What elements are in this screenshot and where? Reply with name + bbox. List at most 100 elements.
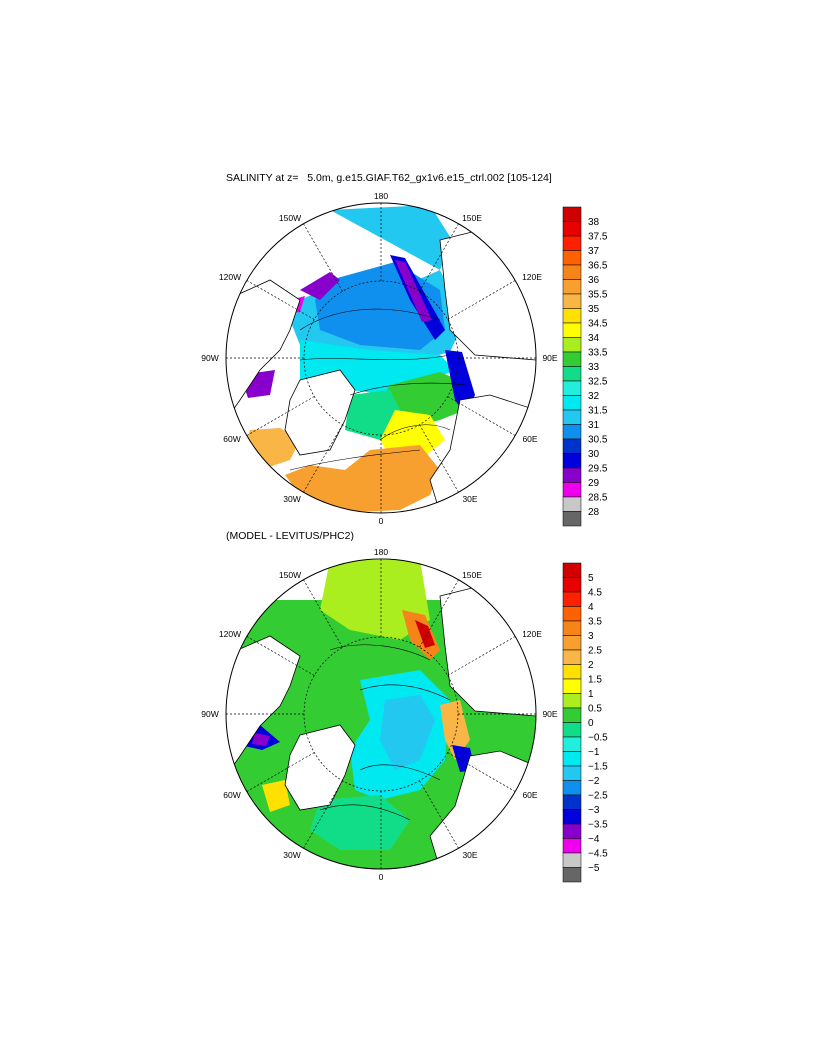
contour-line <box>329 644 431 661</box>
difference-field-minus-0-5 <box>310 795 410 850</box>
contour-line <box>319 804 411 821</box>
colorbar-swatch <box>562 707 582 723</box>
colorbar-label: −3 <box>588 805 600 816</box>
colorbar-swatch <box>562 867 582 883</box>
colorbar-label: 29.5 <box>588 464 608 475</box>
colorbar-swatch <box>562 736 582 752</box>
difference-map: 180 150E 120E 90E 60E 30E 0 30W 60W 90W … <box>201 547 608 883</box>
colorbar-swatch <box>562 482 582 498</box>
colorbar-label: −1 <box>588 747 600 758</box>
colorbar-swatch <box>562 409 582 425</box>
colorbar-swatch <box>562 496 582 512</box>
colorbar-swatch <box>562 221 582 237</box>
contour-line <box>299 354 451 361</box>
colorbar-label: 34.5 <box>588 319 608 330</box>
colorbar-label: 32.5 <box>588 377 608 388</box>
colorbar-swatch <box>562 664 582 680</box>
colorbar-label: 28 <box>588 507 600 518</box>
colorbar-swatch <box>562 511 582 527</box>
land-greenland <box>284 369 356 456</box>
colorbar-swatch <box>562 751 582 767</box>
lon-label-30w: 30W <box>283 494 300 504</box>
lon-label-0: 0 <box>379 516 384 526</box>
difference-field-kara <box>440 700 470 760</box>
map-title-salinity: SALINITY at z= 5.0m, g.e15.GIAF.T62_gx1v… <box>226 172 552 184</box>
colorbar-swatch <box>562 635 582 651</box>
colorbar-swatch <box>562 649 582 665</box>
colorbar-label: 36 <box>588 275 600 286</box>
contour-line <box>299 308 441 331</box>
colorbar-swatch <box>562 606 582 622</box>
salinity-field-35 <box>285 445 440 512</box>
lon-label-60w: 60W <box>223 790 240 800</box>
lon-label-30e: 30E <box>462 850 477 860</box>
colorbar-swatch <box>562 467 582 483</box>
salinity-field-lena-core <box>395 260 432 322</box>
colorbar-swatch <box>562 780 582 796</box>
colorbar-swatch <box>562 794 582 810</box>
lon-label-60e: 60E <box>522 434 537 444</box>
salinity-map: 180 150E 120E 90E 60E 30E 0 30W 60W 90W … <box>201 191 608 527</box>
colorbar-label: 0.5 <box>588 704 602 715</box>
colorbar-label: 31 <box>588 420 600 431</box>
contour-line <box>359 764 441 781</box>
salinity-field-mackenzie <box>300 272 340 300</box>
colorbar-swatch <box>562 308 582 324</box>
colorbar-swatch <box>562 693 582 709</box>
map-boundary <box>225 558 537 870</box>
colorbar-label: −4 <box>588 834 600 845</box>
colorbar-swatch <box>562 852 582 868</box>
colorbar-swatch <box>562 809 582 825</box>
colorbar-swatch <box>562 562 582 578</box>
lon-label-150w: 150W <box>279 213 301 223</box>
difference-field-minus-1-5 <box>380 695 435 770</box>
colorbar-swatch <box>562 823 582 839</box>
colorbar-label: 3.5 <box>588 617 602 628</box>
colorbar-swatch <box>562 337 582 353</box>
colorbar-label: 31.5 <box>588 406 608 417</box>
lon-label-120w: 120W <box>219 272 241 282</box>
lon-label-120e: 120E <box>522 272 542 282</box>
lon-label-90w: 90W <box>201 353 218 363</box>
colorbar-swatch <box>562 206 582 222</box>
colorbar-swatch <box>562 424 582 440</box>
lon-label-120w: 120W <box>219 629 241 639</box>
colorbar-swatch <box>562 264 582 280</box>
colorbar-label: 37 <box>588 246 600 257</box>
lon-label-60e: 60E <box>522 790 537 800</box>
colorbar-label: −3.5 <box>588 820 608 831</box>
lon-label-150e: 150E <box>462 570 482 580</box>
colorbar-label: 28.5 <box>588 493 608 504</box>
colorbar-label: 4 <box>588 602 594 613</box>
colorbar-swatch <box>562 577 582 593</box>
colorbar-label: −4.5 <box>588 849 608 860</box>
colorbar-label: 30 <box>588 449 600 460</box>
colorbar-salinity: 38 37.5 37 36.5 36 35.5 35 34.5 34 33.5 33 32.5 32 31… <box>562 206 608 527</box>
map-title-difference: (MODEL - LEVITUS/PHC2) <box>226 530 354 542</box>
graticule <box>226 203 536 513</box>
graticule <box>226 559 536 869</box>
lon-label-150e: 150E <box>462 213 482 223</box>
lon-label-30e: 30E <box>462 494 477 504</box>
colorbar-swatch <box>562 279 582 295</box>
colorbar-swatch <box>562 678 582 694</box>
lon-label-0: 0 <box>379 872 384 882</box>
colorbar-swatch <box>562 765 582 781</box>
colorbar-label: −5 <box>588 863 600 874</box>
colorbar-swatch <box>562 453 582 469</box>
colorbar-label: 5 <box>588 573 594 584</box>
colorbar-label: 2 <box>588 660 594 671</box>
colorbar-label: 1.5 <box>588 675 602 686</box>
colorbar-swatch <box>562 620 582 636</box>
colorbar-label: 32 <box>588 391 600 402</box>
lon-label-180: 180 <box>374 191 388 201</box>
colorbar-swatch <box>562 380 582 396</box>
colorbar-label: 1 <box>588 689 594 700</box>
colorbar-label: −2.5 <box>588 791 608 802</box>
colorbar-label: 36.5 <box>588 261 608 272</box>
difference-field-plus-5 <box>415 620 435 648</box>
colorbar-label: 34 <box>588 333 600 344</box>
colorbar-label: 4.5 <box>588 588 602 599</box>
contour-line <box>289 449 421 471</box>
